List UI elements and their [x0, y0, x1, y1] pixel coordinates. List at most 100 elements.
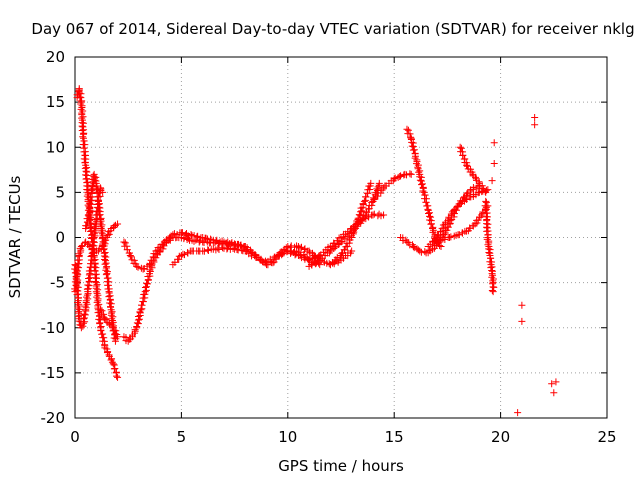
data-point-trace: [122, 333, 130, 345]
data-point: [489, 288, 497, 296]
data-point-trace: [97, 326, 109, 349]
x-axis-label: GPS time / hours: [278, 457, 404, 475]
data-point: [77, 243, 85, 251]
data-point-trace: [354, 200, 367, 222]
data-point-trace: [178, 229, 195, 240]
series-pass-f: [120, 233, 324, 345]
data-point-trace: [162, 232, 175, 245]
data-point: [490, 159, 498, 167]
data-point: [137, 306, 145, 314]
data-point-trace: [78, 119, 88, 141]
data-point-trace: [141, 272, 154, 294]
chart-title: Day 067 of 2014, Sidereal Day-to-day VTE…: [31, 20, 634, 38]
data-point-trace: [404, 126, 415, 141]
data-point: [548, 380, 556, 388]
data-point: [263, 259, 271, 267]
data-point-trace: [150, 248, 163, 262]
data-point-trace: [170, 229, 184, 239]
data-point: [77, 324, 85, 332]
data-point-trace: [407, 135, 419, 158]
data-point-trace: [399, 234, 410, 245]
data-point: [484, 234, 492, 241]
data-point-trace: [75, 244, 85, 258]
y-axis-label: SDTVAR / TECUs: [6, 175, 24, 298]
data-point-trace: [434, 221, 448, 239]
data-point-trace: [416, 173, 427, 195]
y-tick-label: -10: [41, 319, 66, 337]
tick-labels: 0 5 10 15 20 25 -20 -15 -10 -5 0 5 10 15 20: [41, 48, 617, 446]
data-point-trace: [425, 209, 437, 231]
data-point: [550, 389, 558, 397]
data-point-trace: [79, 137, 90, 167]
data-point: [120, 238, 128, 246]
data-point-trace: [223, 244, 237, 253]
data-point-trace: [457, 144, 471, 167]
data-point-trace: [486, 254, 496, 266]
data-point: [105, 319, 113, 327]
data-point-trace: [439, 234, 452, 243]
data-point-trace: [424, 246, 434, 257]
x-tick-label: 5: [177, 428, 187, 446]
y-tick-label: -5: [50, 274, 65, 292]
data-point-trace: [403, 170, 414, 179]
series-pass-g: [120, 229, 249, 273]
data-point-trace: [306, 252, 323, 263]
data-point-trace: [286, 247, 300, 259]
data-point-trace: [338, 236, 354, 257]
data-point-trace: [98, 235, 111, 276]
data-point: [446, 234, 454, 241]
data-point-trace: [94, 308, 105, 330]
y-tick-label: -20: [41, 409, 66, 427]
data-point: [463, 161, 471, 169]
data-point-trace: [71, 271, 82, 293]
data-point: [305, 256, 313, 264]
data-point-trace: [92, 281, 103, 312]
data-point: [109, 360, 117, 368]
data-point-trace: [88, 245, 96, 253]
data-point: [139, 265, 147, 273]
data-point-trace: [442, 208, 456, 226]
data-point: [380, 211, 388, 219]
data-point: [348, 247, 356, 255]
data-point: [114, 220, 122, 228]
data-point-trace: [127, 253, 140, 268]
x-tick-label: 0: [70, 428, 80, 446]
data-point: [114, 333, 122, 341]
data-point-trace: [79, 322, 87, 330]
series-pass-p: [429, 202, 492, 246]
data-point: [369, 211, 377, 219]
data-point-trace: [102, 271, 113, 293]
data-point-trace: [106, 321, 116, 330]
data-point: [114, 373, 122, 381]
data-point-trace: [404, 239, 417, 249]
data-point: [99, 188, 107, 196]
data-point-trace: [121, 239, 133, 257]
data-point: [126, 252, 134, 260]
data-point-trace: [483, 235, 493, 249]
data-point-trace: [481, 198, 491, 221]
series-pass-l: [369, 170, 415, 205]
data-point-trace: [361, 182, 374, 204]
data-point-trace: [125, 335, 135, 343]
data-point-trace: [317, 249, 333, 262]
data-point: [390, 175, 398, 183]
data-point: [294, 243, 302, 251]
data-point: [111, 337, 119, 345]
data-point-trace: [140, 262, 151, 273]
data-point-trace: [447, 231, 460, 241]
y-tick-label: 15: [46, 93, 65, 111]
data-point-trace: [97, 307, 108, 322]
series-pass-c: [71, 220, 122, 296]
data-point-trace: [347, 217, 362, 240]
data-point-trace: [328, 253, 344, 267]
data-point-trace: [95, 245, 105, 253]
data-point: [531, 121, 539, 129]
data-point: [490, 139, 498, 147]
data-point-trace: [138, 290, 149, 313]
x-tick-label: 25: [597, 428, 616, 446]
data-point: [133, 262, 141, 270]
data-point-trace: [101, 344, 112, 357]
series-pass-m: [403, 125, 445, 251]
data-point-trace: [370, 186, 386, 203]
